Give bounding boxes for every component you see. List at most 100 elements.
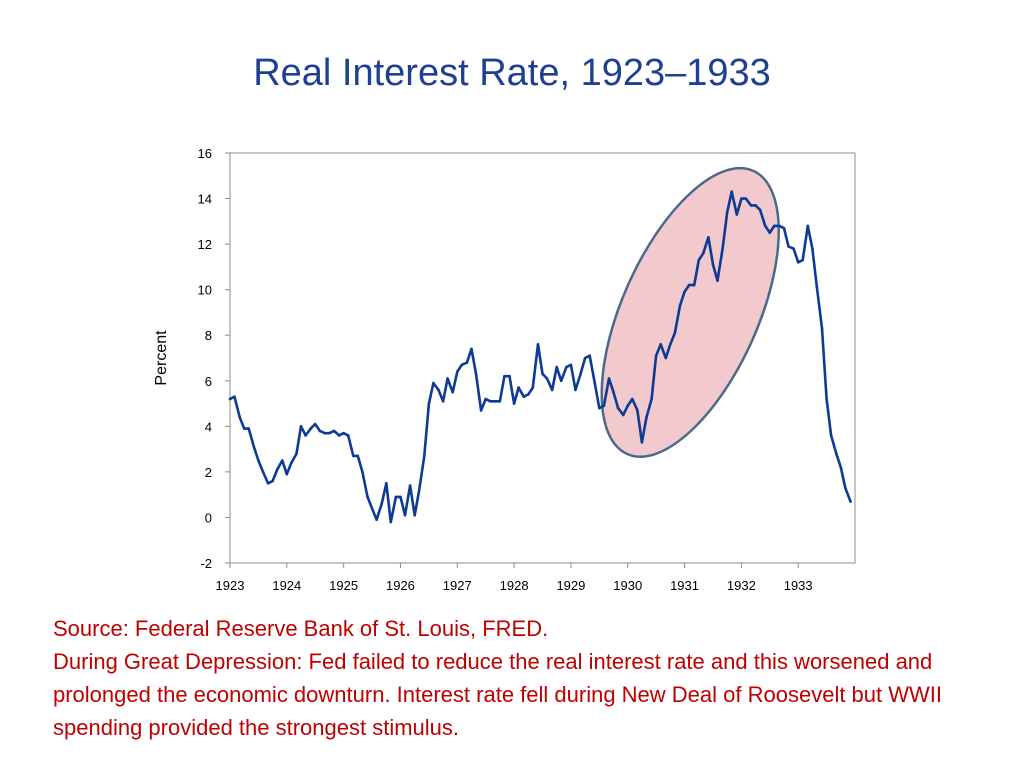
x-tick-label: 1929 [556,578,585,593]
data-point [257,459,260,462]
x-tick-label: 1931 [670,578,699,593]
data-point [247,427,250,430]
y-tick-label: 14 [198,192,212,207]
data-point [328,431,331,435]
x-tick-label: 1933 [784,578,813,593]
data-point [413,513,417,517]
x-tick-label: 1927 [443,578,472,593]
data-point [626,404,629,408]
x-tick-label: 1930 [613,578,642,593]
data-point [778,224,781,228]
data-point [281,459,284,462]
data-point [758,208,762,212]
data-point [261,470,265,474]
data-point [437,388,440,392]
data-point [522,395,526,399]
data-point [654,354,658,358]
data-point [536,343,540,346]
data-point [811,247,814,250]
data-point [370,507,374,510]
source-note: Source: Federal Reserve Bank of St. Loui… [53,616,549,641]
data-point [550,388,554,392]
y-tick-label: 6 [205,374,212,389]
data-point [299,425,303,428]
data-point [460,363,464,367]
data-point [579,372,582,376]
series-layer [228,190,852,524]
data-point [636,409,639,412]
data-point [385,482,388,485]
data-point [692,283,696,287]
data-point [427,402,431,405]
data-point [446,377,449,380]
data-point [820,327,824,330]
data-point [423,454,426,458]
y-tick-label: 4 [205,419,212,434]
data-point [417,488,421,492]
data-point [559,379,563,383]
data-point [839,466,843,469]
data-point [508,374,511,378]
data-point [825,397,828,401]
data-point [697,258,701,262]
data-point [687,283,691,287]
data-point [829,434,833,437]
data-point [787,245,790,248]
data-point [711,263,715,266]
data-point [607,377,611,380]
y-tick-label: 12 [198,237,212,252]
data-point [721,247,724,250]
data-point [768,231,772,234]
data-point [669,343,672,346]
data-point [835,452,838,456]
y-tick-label: 16 [198,146,212,161]
data-point [725,210,729,214]
data-point [541,372,544,376]
data-point [583,356,587,360]
data-point [356,454,360,458]
data-point [304,434,307,437]
data-point [494,400,497,403]
data-point [593,381,597,385]
highlight-ellipse [600,166,780,458]
commentary-note: During Great Depression: Fed failed to r… [53,649,943,740]
line-chart: -2 0 2 4 6 8 10 12 14 16 1923 1924 1925 1926 1927 1928 1… [153,146,856,593]
data-point [645,415,648,419]
data-point [380,502,384,506]
data-point [517,386,520,389]
data-point [773,224,776,228]
data-point [474,372,478,376]
y-tick-label: -2 [200,556,212,571]
data-point [238,415,241,419]
data-point [323,431,327,435]
data-point [318,429,322,433]
data-point [451,390,455,394]
data-point [346,434,350,437]
data-point [266,482,270,485]
data-point [295,452,298,456]
x-tick-label: 1923 [216,578,245,593]
data-point [569,363,573,367]
data-point [488,400,492,403]
y-tick-label: 2 [205,465,212,480]
plot-frame [229,152,856,564]
data-point [702,251,705,255]
data-point [313,422,317,426]
data-point [740,197,743,200]
data-point [545,377,549,380]
data-point [735,213,739,216]
data-point [366,495,369,499]
data-point [598,406,601,410]
data-point [465,361,469,364]
data-point [285,472,289,476]
data-point [531,386,535,389]
data-point [337,434,341,437]
data-point [754,204,757,207]
data-point [616,406,620,410]
x-tick-label: 1926 [386,578,415,593]
y-axis-label: Percent [153,330,170,386]
data-point [484,397,488,401]
data-point [673,331,677,335]
data-point [574,388,577,392]
data-point [441,400,445,403]
